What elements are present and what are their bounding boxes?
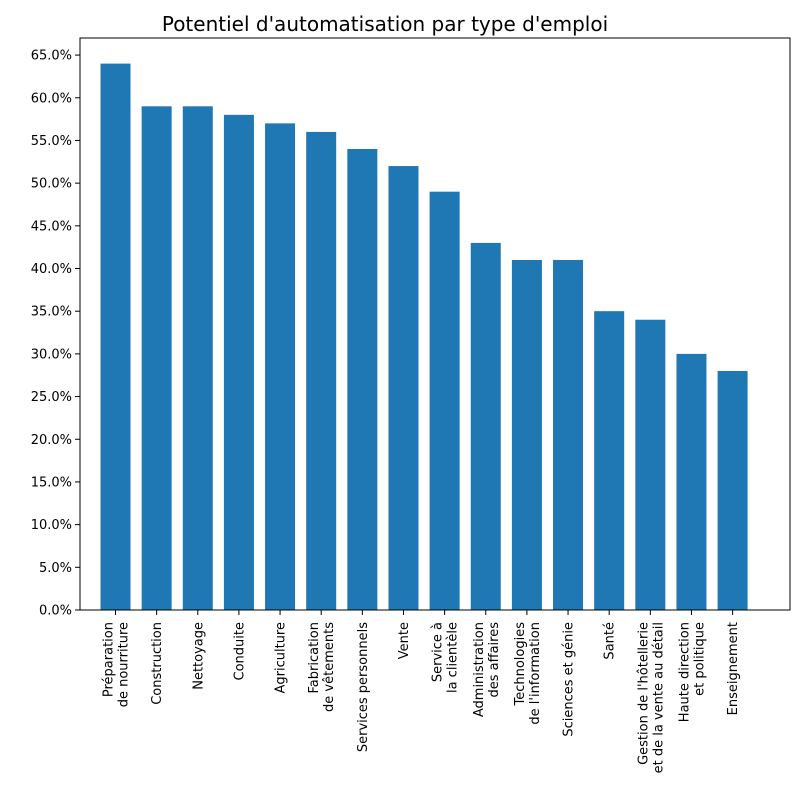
y-tick-label: 15.0% bbox=[31, 475, 72, 490]
plot-frame bbox=[79, 37, 791, 611]
bars bbox=[100, 63, 748, 611]
y-tick-label: 65.0% bbox=[31, 49, 72, 64]
bar bbox=[676, 353, 707, 610]
x-tick-label: Gestion de l'hôtellerieet de la vente au… bbox=[636, 622, 666, 773]
bar bbox=[141, 106, 172, 611]
y-tick-label: 60.0% bbox=[31, 91, 72, 106]
bar bbox=[594, 311, 625, 610]
bar bbox=[553, 259, 584, 610]
x-tick-label: Technologiesde l'information bbox=[513, 622, 543, 725]
bar bbox=[100, 63, 131, 611]
y-tick-label: 35.0% bbox=[31, 305, 72, 320]
y-tick-label: 0.0% bbox=[39, 604, 72, 619]
bar bbox=[429, 191, 460, 611]
y-tick-label: 30.0% bbox=[31, 347, 72, 362]
x-tick-label: Agriculture bbox=[274, 622, 289, 694]
y-tick-label: 40.0% bbox=[31, 262, 72, 277]
y-tick-label: 10.0% bbox=[31, 518, 72, 533]
y-tick-label: 25.0% bbox=[31, 390, 72, 405]
x-tick-label: Construction bbox=[150, 622, 165, 705]
x-tick-label: Administrationdes affaires bbox=[472, 622, 502, 717]
bar bbox=[306, 131, 337, 610]
y-tick-label: 55.0% bbox=[31, 134, 72, 149]
bar bbox=[511, 259, 542, 610]
y-tick-label: 20.0% bbox=[31, 433, 72, 448]
bar bbox=[470, 242, 501, 610]
x-tick-label: Vente bbox=[397, 622, 412, 659]
bar bbox=[347, 148, 378, 611]
y-tick-label: 50.0% bbox=[31, 177, 72, 192]
x-tick-label: Haute directionet politique bbox=[677, 622, 707, 722]
x-tick-label: Conduite bbox=[232, 622, 247, 680]
x-tick-label: Sciences et génie bbox=[562, 622, 577, 737]
bar bbox=[265, 123, 296, 611]
bar bbox=[635, 319, 666, 610]
x-tick-label: Santé bbox=[603, 622, 618, 660]
x-tick-label: Nettoyage bbox=[191, 622, 206, 690]
x-tick-label: Préparationde nourriture bbox=[102, 622, 132, 707]
chart-title: Potentiel d'automatisation par type d'em… bbox=[162, 12, 608, 36]
x-axis: Préparationde nourriture Construction Nett… bbox=[102, 610, 741, 773]
bar bbox=[182, 106, 213, 611]
y-tick-label: 5.0% bbox=[39, 561, 72, 576]
bar bbox=[388, 166, 419, 610]
x-tick-label: Service àla clientèle bbox=[431, 622, 461, 693]
x-tick-label: Enseignement bbox=[726, 622, 741, 715]
y-tick-label: 45.0% bbox=[31, 219, 72, 234]
x-tick-label: Fabricationde vêtements bbox=[307, 622, 337, 712]
bar bbox=[223, 114, 254, 610]
y-axis: 0.0% 5.0% 10.0% 15.0% 20.0% 25.0% 30.0% 35.0% 40… bbox=[31, 49, 80, 619]
bar bbox=[717, 370, 748, 610]
x-tick-label: Services personnels bbox=[356, 622, 371, 752]
